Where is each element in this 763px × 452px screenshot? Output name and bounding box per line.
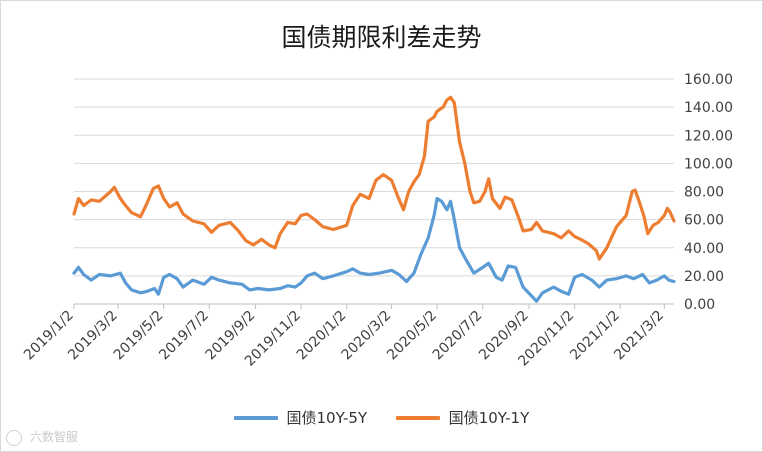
y-tick-label: 60.00 (684, 213, 724, 229)
legend-item-10y-5y[interactable]: 国债10Y-5Y (233, 407, 368, 428)
legend-label: 国债10Y-1Y (448, 409, 530, 427)
legend-swatch-icon (395, 415, 440, 420)
chart-title: 国债期限利差走势 (281, 23, 482, 52)
gridlines (74, 78, 674, 305)
watermark-logo-icon (6, 429, 22, 446)
legend-swatch-icon (233, 415, 278, 420)
legend-item-10y-1y[interactable]: 国债10Y-1Y (395, 407, 530, 428)
x-axis: 2019/1/22019/3/22019/5/22019/7/22019/9/2… (21, 304, 667, 370)
x-tick-label: 2019/7/2 (156, 308, 212, 364)
legend-label: 国债10Y-5Y (286, 409, 368, 427)
y-tick-label: 100.00 (684, 156, 733, 172)
watermark-text: 六数智服 (29, 430, 78, 444)
y-tick-label: 120.00 (684, 128, 733, 144)
x-tick-label: 2020/7/2 (430, 308, 486, 364)
series-line-10y-1y (72, 95, 676, 261)
y-tick-label: 80.00 (684, 185, 724, 201)
y-tick-label: 20.00 (684, 269, 724, 285)
series-lines (72, 95, 676, 303)
y-tick-label: 160.00 (684, 72, 733, 88)
y-tick-label: 0.00 (684, 297, 715, 313)
y-tick-label: 40.00 (684, 241, 724, 257)
y-axis: 0.00 20.00 40.00 60.00 80.00 100.00 120.00 140.… (684, 72, 733, 313)
y-tick-label: 140.00 (684, 100, 733, 116)
watermark: 六数智服 (6, 428, 78, 446)
legend: 国债10Y-5Y 国债10Y-1Y (0, 407, 763, 428)
series-line-10y-5y (72, 196, 676, 303)
